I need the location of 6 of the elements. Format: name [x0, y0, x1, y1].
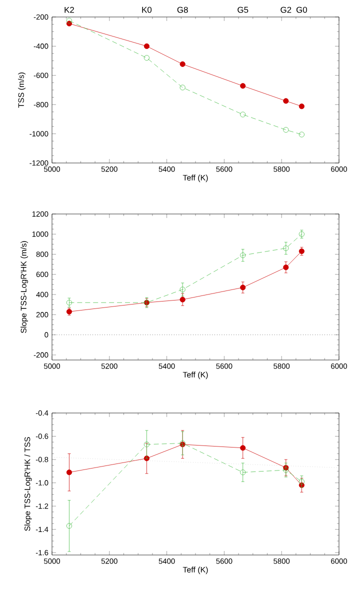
text: G2	[280, 6, 292, 13]
text: K2	[64, 6, 74, 13]
text: G8	[177, 6, 188, 13]
text: G5	[238, 6, 248, 13]
text: G0	[296, 6, 308, 13]
text: K0	[142, 6, 152, 13]
